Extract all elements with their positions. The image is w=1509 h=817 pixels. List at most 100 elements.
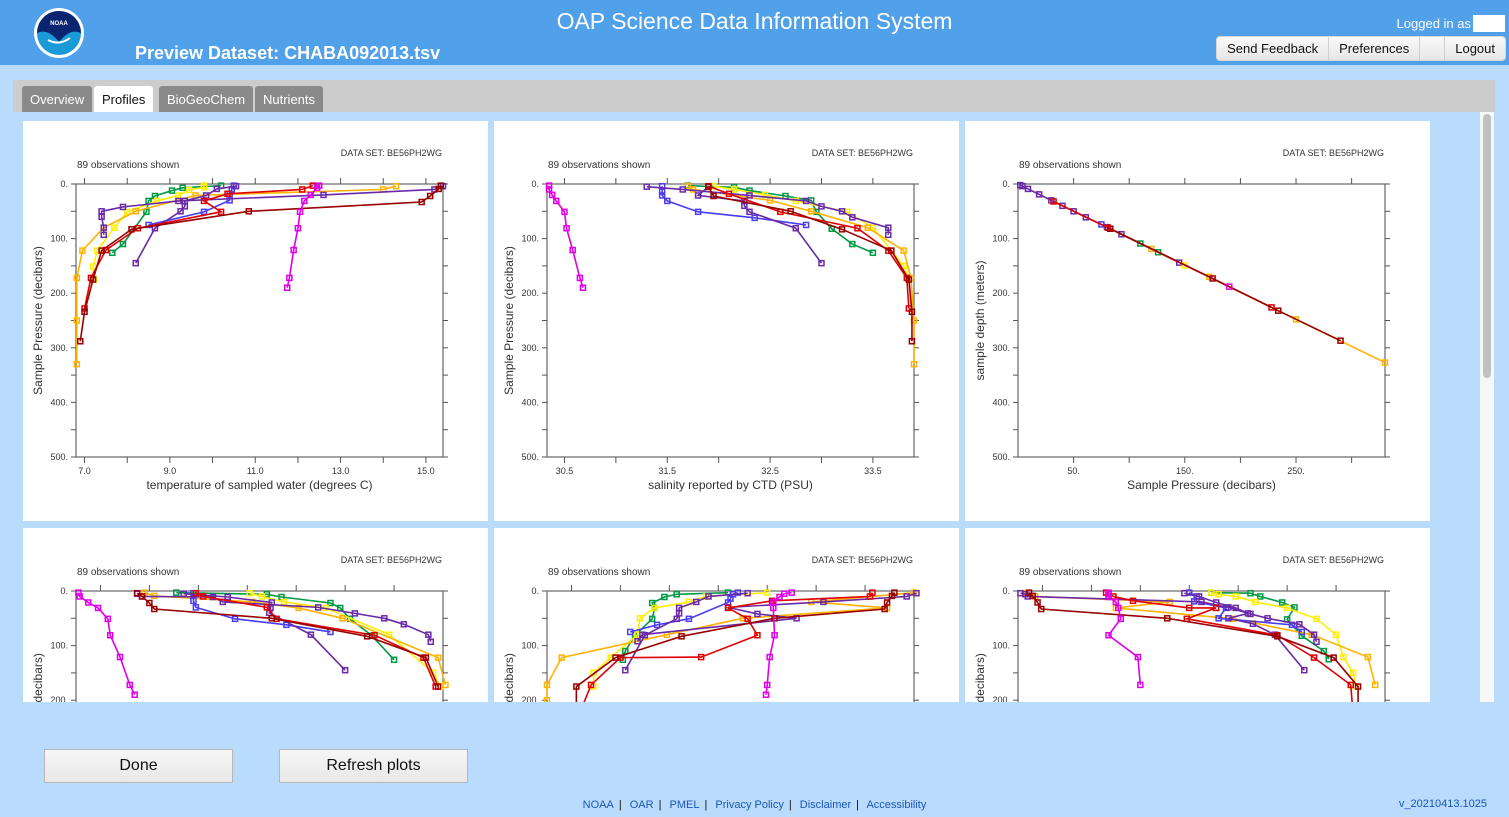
tab-profiles[interactable]: Profiles <box>94 86 154 112</box>
tab-nutrients[interactable]: Nutrients <box>255 86 324 112</box>
footer-link-noaa[interactable]: NOAA <box>582 799 614 811</box>
data-point-darkred <box>838 226 846 233</box>
series-line-red <box>708 185 910 309</box>
plots-scrollbar[interactable] <box>1480 112 1494 702</box>
data-point-red <box>754 631 761 639</box>
footer-link-pmel[interactable]: PMEL <box>669 799 700 811</box>
series-line-orange <box>687 185 915 365</box>
data-point-purple-a <box>175 197 182 205</box>
data-point-orange <box>1148 245 1155 253</box>
data-point-magenta <box>579 284 587 291</box>
data-point-magenta <box>294 224 302 232</box>
data-point-purple <box>1313 638 1320 646</box>
data-point-purple-b <box>132 259 139 267</box>
footer-link-accessibility[interactable]: Accessibility <box>866 799 927 811</box>
data-point-green <box>1278 599 1286 606</box>
series-line-purple <box>636 592 917 642</box>
noaa-logo-icon[interactable]: NOAA <box>34 8 84 58</box>
data-point-darkred <box>245 208 253 215</box>
observations-count-label: 89 observations shown <box>548 160 650 171</box>
series-line-orange <box>546 591 915 701</box>
data-point-magenta <box>94 604 102 612</box>
data-point-red <box>224 190 231 198</box>
data-point-purple-b <box>792 224 800 232</box>
plot-card-5: 89 observations shown DATA SET: BE56PH2WG… <box>494 528 959 702</box>
data-point-purple-b <box>1244 610 1252 617</box>
data-point-orange <box>73 274 81 282</box>
scrollbar-thumb[interactable] <box>1483 114 1491 378</box>
logged-in-status: Logged in as <box>1397 15 1505 32</box>
data-point-orange <box>73 360 81 368</box>
observations-count-label: 89 observations shown <box>1019 567 1121 578</box>
data-point-red <box>724 604 732 612</box>
data-point-red <box>1268 304 1275 311</box>
data-point-yellow <box>246 589 253 597</box>
dataset-label: DATA SET: BE56PH2WG <box>341 148 442 158</box>
data-point-orange <box>73 317 81 324</box>
footer-link-oar[interactable]: OAR <box>629 799 654 811</box>
data-point-blue <box>626 628 634 636</box>
data-point-purple <box>400 621 408 628</box>
data-point-red <box>1212 604 1220 612</box>
data-point-magenta <box>781 590 788 597</box>
data-point-blue <box>226 197 233 204</box>
data-point-magenta <box>84 599 92 606</box>
data-point-darkred <box>146 599 153 607</box>
y-tick-label: 300. <box>50 343 68 353</box>
data-point-yellow <box>651 604 658 612</box>
y-tick-label: 200. <box>50 695 68 702</box>
data-point-green <box>168 187 176 194</box>
preferences-button[interactable]: Preferences <box>1329 37 1421 60</box>
series-line-purple-b <box>183 592 346 671</box>
data-point-magenta <box>1137 681 1144 689</box>
data-point-magenta <box>75 589 82 596</box>
data-point-darkred <box>573 683 580 690</box>
data-point-purple <box>1035 191 1043 198</box>
x-tick-label: 33.5 <box>864 466 882 476</box>
done-button[interactable]: Done <box>44 749 233 783</box>
data-point-darkred <box>151 605 158 613</box>
series-line-yellow <box>1211 591 1357 687</box>
data-point-red <box>1129 597 1137 605</box>
data-point-purple <box>1296 621 1303 628</box>
logout-button[interactable]: Logout <box>1455 41 1495 56</box>
data-point-orange <box>295 604 302 612</box>
data-point-magenta <box>1105 631 1112 639</box>
data-point-purple-a <box>98 213 105 221</box>
data-point-blue <box>200 208 208 216</box>
app-header: NOAA OAP Science Data Information System… <box>0 0 1509 65</box>
data-point-magenta <box>116 653 124 661</box>
series-line-purple-a <box>646 185 890 235</box>
data-point-orange <box>132 208 139 215</box>
data-point-yellow <box>1340 653 1347 661</box>
tab-biogeochem[interactable]: BioGeoChem <box>159 86 254 112</box>
send-feedback-button[interactable]: Send Feedback <box>1217 37 1330 60</box>
data-point-purple <box>381 615 388 622</box>
preview-panel: Overview Profiles BioGeoChem Nutrients 8… <box>13 80 1495 702</box>
data-point-blue <box>685 615 693 623</box>
blank-nav-button[interactable] <box>1420 37 1446 60</box>
data-point-purple-b <box>224 593 231 601</box>
x-tick-label: 11.0 <box>247 466 264 476</box>
observations-count-label: 89 observations shown <box>1019 160 1121 171</box>
footer-link-disclaimer[interactable]: Disclaimer <box>799 799 852 811</box>
data-point-darkred <box>363 633 371 640</box>
data-point-green <box>1137 240 1144 247</box>
x-axis-label: Sample Pressure (decibars) <box>1127 478 1276 492</box>
y-tick-label: 200. <box>521 695 539 702</box>
plot-frame <box>1017 590 1386 702</box>
refresh-plots-button[interactable]: Refresh plots <box>279 749 468 783</box>
temperature-profile-chart: 89 observations shown DATA SET: BE56PH2WG… <box>31 148 448 492</box>
plot-card-depth: 89 observations shown DATA SET: BE56PH2WG… <box>965 121 1430 521</box>
y-tick-label: 300. <box>521 343 539 353</box>
plot-card-salinity: 89 observations shown DATA SET: BE56PH2WG… <box>494 121 959 521</box>
data-point-green <box>109 249 116 257</box>
data-point-purple-b <box>744 589 751 597</box>
data-point-darkred <box>905 276 913 283</box>
plot-card-4: 89 observations shown DATA SET: BE56PH2WG… <box>23 528 488 702</box>
data-point-purple-b <box>746 208 753 216</box>
tab-overview[interactable]: Overview <box>22 86 93 112</box>
data-point-darkred <box>1330 654 1337 661</box>
data-point-darkred <box>908 337 916 345</box>
footer-link-privacy[interactable]: Privacy Policy <box>715 799 784 811</box>
